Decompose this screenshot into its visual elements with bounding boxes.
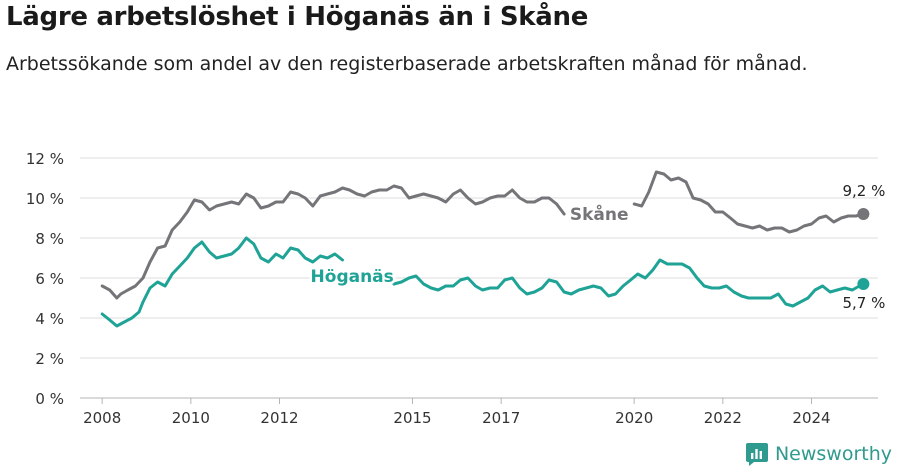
end-value-label-hoganas: 5,7 % [842,294,885,312]
series-line-skane [632,170,865,234]
end-value-label-skane: 9,2 % [842,182,885,200]
series-label-skane: Skåne [570,203,629,225]
chart-subtitle: Arbetssökande som andel av den registerb… [6,53,808,75]
x-tick-label: 2015 [393,409,431,427]
y-tick-label: 4 % [35,310,64,328]
y-tick-label: 12 % [26,150,64,168]
x-tick-label: 2012 [260,409,298,427]
y-tick-label: 8 % [35,230,64,248]
series-label-hoganas: Höganäs [311,267,394,287]
x-tick-label: 2020 [615,409,653,427]
y-tick-label: 0 % [35,390,64,408]
y-tick-label: 10 % [26,190,64,208]
series-line-skane [100,184,566,300]
series-line-hoganas [100,236,344,328]
end-point-hoganas [857,278,870,290]
brand-name: Newsworthy [774,443,892,465]
newsworthy-logo-icon [745,443,768,466]
end-point-skane [857,208,870,220]
y-tick-label: 2 % [35,350,64,368]
chart-title: Lägre arbetslöshet i Höganäs än i Skåne [6,2,589,32]
x-tick-label: 2010 [172,409,210,427]
x-tick-label: 2008 [83,409,121,427]
newsworthy-brand: Newsworthy [745,442,892,466]
x-tick-label: 2017 [482,409,520,427]
y-tick-label: 6 % [35,270,64,288]
x-tick-label: 2024 [792,409,830,427]
x-tick-label: 2022 [704,409,742,427]
series-line-hoganas [392,258,865,308]
